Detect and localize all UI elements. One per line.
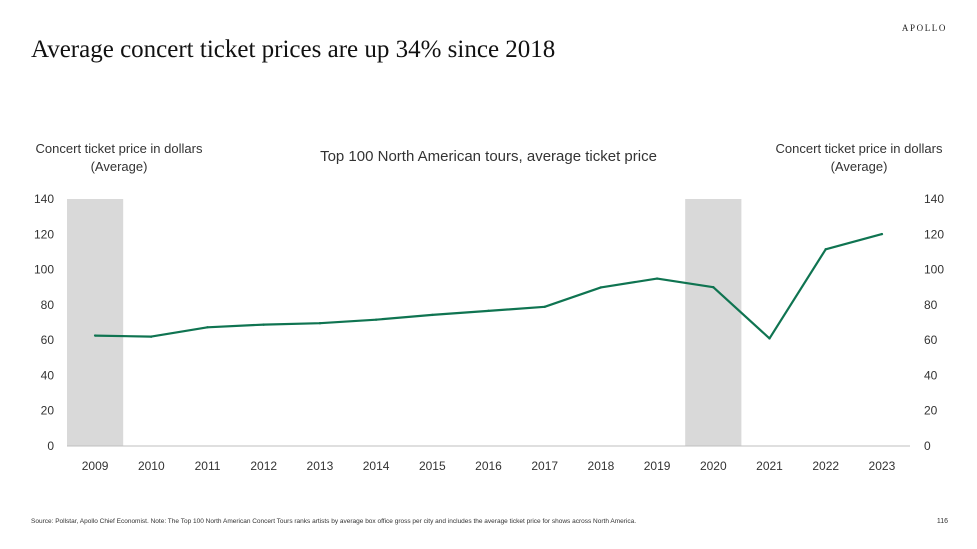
y-tick-left-20: 20 <box>41 404 55 418</box>
x-tick-2012: 2012 <box>250 459 277 473</box>
y-tick-left-120: 120 <box>34 227 54 241</box>
shaded-region-2020 <box>685 199 742 446</box>
data-point-2018 <box>599 286 603 289</box>
page-number: 116 <box>936 518 948 525</box>
left-axis-title-line2: (Average) <box>90 159 148 174</box>
data-point-2023 <box>880 232 884 236</box>
x-tick-2011: 2011 <box>195 459 221 473</box>
data-point-2013 <box>318 322 322 325</box>
x-tick-2023: 2023 <box>869 459 896 473</box>
data-point-2017 <box>543 305 546 308</box>
y-tick-right-20: 20 <box>924 404 938 418</box>
x-tick-2020: 2020 <box>700 459 727 473</box>
shaded-regions <box>67 199 742 446</box>
x-tick-2018: 2018 <box>588 459 615 473</box>
brand-logo: APOLLO <box>901 23 947 33</box>
y-tick-right-120: 120 <box>924 227 944 241</box>
y-tick-left-100: 100 <box>34 263 54 277</box>
y-tick-right-140: 140 <box>924 192 944 206</box>
x-tick-2010: 2010 <box>138 459 165 473</box>
data-point-2021 <box>768 337 771 340</box>
data-point-2015 <box>431 313 434 317</box>
data-point-2009 <box>93 334 97 337</box>
y-tick-left-80: 80 <box>41 298 55 312</box>
data-point-2020 <box>712 286 715 289</box>
shaded-region-2009 <box>67 199 124 446</box>
x-tick-2019: 2019 <box>644 459 671 473</box>
x-tick-2022: 2022 <box>812 459 839 473</box>
x-tick-2016: 2016 <box>475 459 502 473</box>
x-tick-2017: 2017 <box>531 459 558 473</box>
chart-title: Top 100 North American tours, average ti… <box>320 148 657 165</box>
x-tick-2021: 2021 <box>756 459 783 473</box>
data-point-2016 <box>487 309 490 313</box>
left-axis-title: Concert ticket price in dollars (Average… <box>24 140 214 176</box>
y-tick-right-40: 40 <box>924 368 938 382</box>
data-point-2014 <box>374 318 378 321</box>
x-tick-2009: 2009 <box>82 459 109 473</box>
y-tick-left-40: 40 <box>41 368 55 382</box>
x-ticks: 2009 2010 2011 2012 2013 2014 2015 2016 2017 2018… <box>82 459 896 473</box>
left-y-ticks: 0 20 40 60 80 100 120 140 <box>34 192 54 453</box>
x-tick-2014: 2014 <box>363 459 390 473</box>
y-tick-right-0: 0 <box>924 439 931 453</box>
right-axis-title-line1: Concert ticket price in dollars <box>775 141 943 156</box>
y-tick-right-80: 80 <box>924 298 938 312</box>
right-axis-title-line2: (Average) <box>830 159 888 174</box>
data-point-2019 <box>655 277 659 280</box>
data-point-2022 <box>824 248 827 251</box>
data-point-2011 <box>206 326 209 329</box>
data-point-2012 <box>262 323 265 326</box>
right-y-ticks: 0 20 40 60 80 100 120 140 <box>924 192 944 453</box>
y-tick-right-60: 60 <box>924 333 938 347</box>
right-axis-title: Concert ticket price in dollars (Average… <box>764 140 954 176</box>
y-tick-left-140: 140 <box>34 192 54 206</box>
x-tick-2015: 2015 <box>419 459 446 473</box>
left-axis-title-line1: Concert ticket price in dollars <box>35 141 203 156</box>
chart-title-wrap: Top 100 North American tours, average ti… <box>0 148 977 165</box>
y-tick-right-100: 100 <box>924 263 944 277</box>
y-tick-left-0: 0 <box>47 439 54 453</box>
page-title: Average concert ticket prices are up 34%… <box>31 36 556 63</box>
x-tick-2013: 2013 <box>307 459 334 473</box>
data-points <box>93 232 884 340</box>
source-note: Source: Pollstar, Apollo Chief Economist… <box>31 518 637 525</box>
data-point-2010 <box>150 335 153 338</box>
y-tick-left-60: 60 <box>41 333 55 347</box>
series-line-average-ticket-price <box>95 233 883 340</box>
